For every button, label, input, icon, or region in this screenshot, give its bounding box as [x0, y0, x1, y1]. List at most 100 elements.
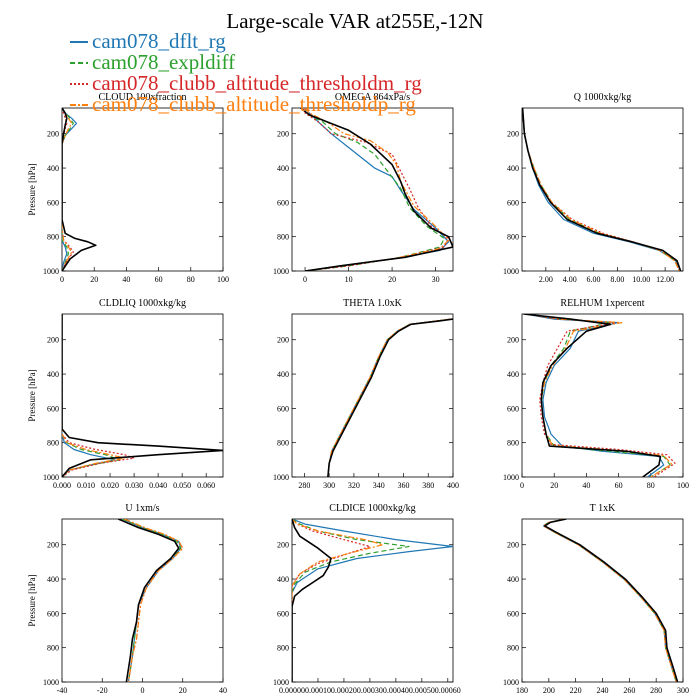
y-tick-label: 800: [507, 644, 519, 653]
panel-title: OMEGA 864xPa/s: [335, 92, 410, 103]
x-tick-label: 0.00010: [305, 686, 331, 695]
panel-title: CLOUD 100xfraction: [98, 92, 186, 103]
y-tick-label: 800: [277, 233, 289, 242]
panel-title: CLDICE 1000xkg/kg: [329, 503, 415, 514]
y-tick-label: 400: [47, 575, 59, 584]
y-tick-label: 200: [277, 541, 289, 550]
y-tick-label: 1000: [273, 267, 289, 276]
series-line-cam078_clubb_altitude_thresholdm_rg: [304, 108, 450, 271]
x-tick-label: 360: [397, 481, 409, 490]
y-tick-label: 200: [47, 541, 59, 550]
series-line-cam078_dflt_rg: [62, 108, 78, 271]
series-line-obs: [292, 519, 332, 682]
series-line-obs: [300, 108, 453, 271]
x-tick-label: 380: [422, 481, 434, 490]
y-tick-label: 400: [507, 164, 519, 173]
y-tick-label: 1000: [273, 473, 289, 482]
chart-panel: THETA 1.0xK 200 400 600 800 1000 280 300 320 340 3…: [273, 298, 459, 490]
x-tick-label: 20: [388, 275, 396, 284]
y-tick-label: 800: [47, 233, 59, 242]
x-tick-label: 180: [516, 686, 528, 695]
legend: cam078_dflt_rgcam078_expldiffcam078_club…: [70, 29, 422, 116]
x-tick-label: 12.00: [656, 275, 674, 284]
series-line-cam078_clubb_altitude_thresholdp_rg: [327, 318, 451, 477]
panel-title: Q 1000xkg/kg: [574, 92, 632, 103]
y-tick-label: 1000: [503, 473, 519, 482]
series-line-cam078_dflt_rg: [304, 108, 450, 271]
y-tick-label: 600: [277, 609, 289, 618]
series-line-cam078_expldiff: [542, 519, 677, 682]
x-tick-label: 400: [447, 481, 459, 490]
x-tick-label: 300: [323, 481, 335, 490]
x-tick-label: 240: [597, 686, 609, 695]
x-tick-label: 40: [582, 481, 590, 490]
legend-entry: cam078_dflt_rg: [92, 29, 226, 53]
y-tick-label: 800: [47, 644, 59, 653]
series-line-cam078_expldiff: [62, 314, 121, 477]
x-tick-label: 80: [647, 481, 655, 490]
y-tick-label: 400: [507, 575, 519, 584]
x-tick-label: 0.030: [125, 481, 143, 490]
series-line-cam078_clubb_altitude_thresholdm_rg: [327, 318, 451, 477]
y-tick-label: 400: [47, 370, 59, 379]
x-tick-label: 0: [60, 275, 64, 284]
series-line-cam078_clubb_altitude_thresholdm_rg: [62, 314, 135, 477]
chart-panel: Q 1000xkg/kg 200 400 600 800 1000 2.00 4.00 6.00…: [503, 92, 684, 284]
y-tick-label: 600: [47, 609, 59, 618]
series-line-cam078_dflt_rg: [292, 519, 453, 682]
series-line-cam078_dflt_rg: [327, 318, 452, 477]
panel-title: THETA 1.0xK: [343, 298, 402, 309]
plot-frame: [291, 313, 454, 478]
y-tick-label: 400: [507, 370, 519, 379]
series-line-cam078_dflt_rg: [542, 519, 677, 682]
x-tick-label: 20: [550, 481, 558, 490]
x-tick-label: 340: [373, 481, 385, 490]
y-tick-label: 200: [507, 336, 519, 345]
series-line-cam078_clubb_altitude_thresholdp_rg: [542, 519, 677, 682]
series-line-cam078_dflt_rg: [122, 519, 182, 682]
y-tick-label: 800: [507, 439, 519, 448]
series-line-obs: [543, 519, 679, 682]
y-tick-label: 600: [277, 404, 289, 413]
y-tick-label: 800: [47, 439, 59, 448]
series-line-obs: [327, 318, 453, 477]
x-tick-label: 280: [650, 686, 662, 695]
x-tick-label: 60: [155, 275, 163, 284]
series-line-cam078_clubb_altitude_thresholdp_rg: [522, 108, 680, 271]
y-tick-label: 800: [507, 233, 519, 242]
x-tick-label: 10.00: [632, 275, 650, 284]
x-tick-label: 0: [141, 686, 145, 695]
y-tick-label: 1000: [43, 678, 59, 687]
x-tick-label: 20: [179, 686, 187, 695]
x-tick-label: 0.00050: [409, 686, 435, 695]
y-tick-label: 1000: [503, 267, 519, 276]
plot-frame: [61, 107, 224, 272]
series-line-cam078_clubb_altitude_thresholdp_rg: [62, 108, 73, 271]
panel-title: RELHUM 1xpercent: [560, 298, 644, 309]
y-tick-label: 600: [507, 198, 519, 207]
series-line-obs: [523, 314, 662, 477]
y-tick-label: 400: [47, 164, 59, 173]
series-line-obs: [117, 519, 180, 682]
x-tick-label: 0: [303, 275, 307, 284]
plot-frame: [521, 313, 684, 478]
series-line-cam078_clubb_altitude_thresholdm_rg: [522, 108, 680, 271]
y-tick-label: 1000: [43, 267, 59, 276]
y-axis-label: Pressure [hPa]: [27, 163, 37, 215]
x-tick-label: 40: [219, 686, 227, 695]
y-tick-label: 600: [507, 609, 519, 618]
series-line-cam078_expldiff: [304, 108, 445, 271]
series-line-cam078_clubb_altitude_thresholdp_rg: [124, 519, 184, 682]
series-line-cam078_clubb_altitude_thresholdm_rg: [124, 519, 184, 682]
y-tick-label: 200: [507, 541, 519, 550]
x-tick-label: 0.00060: [435, 686, 461, 695]
chart-panel: U 1xm/s 200 400 600 800 1000-40 -20 0 20 40 Pressu…: [27, 503, 227, 695]
y-tick-label: 400: [277, 164, 289, 173]
series-line-cam078_expldiff: [292, 519, 410, 682]
x-tick-label: 260: [623, 686, 635, 695]
y-tick-label: 200: [277, 336, 289, 345]
